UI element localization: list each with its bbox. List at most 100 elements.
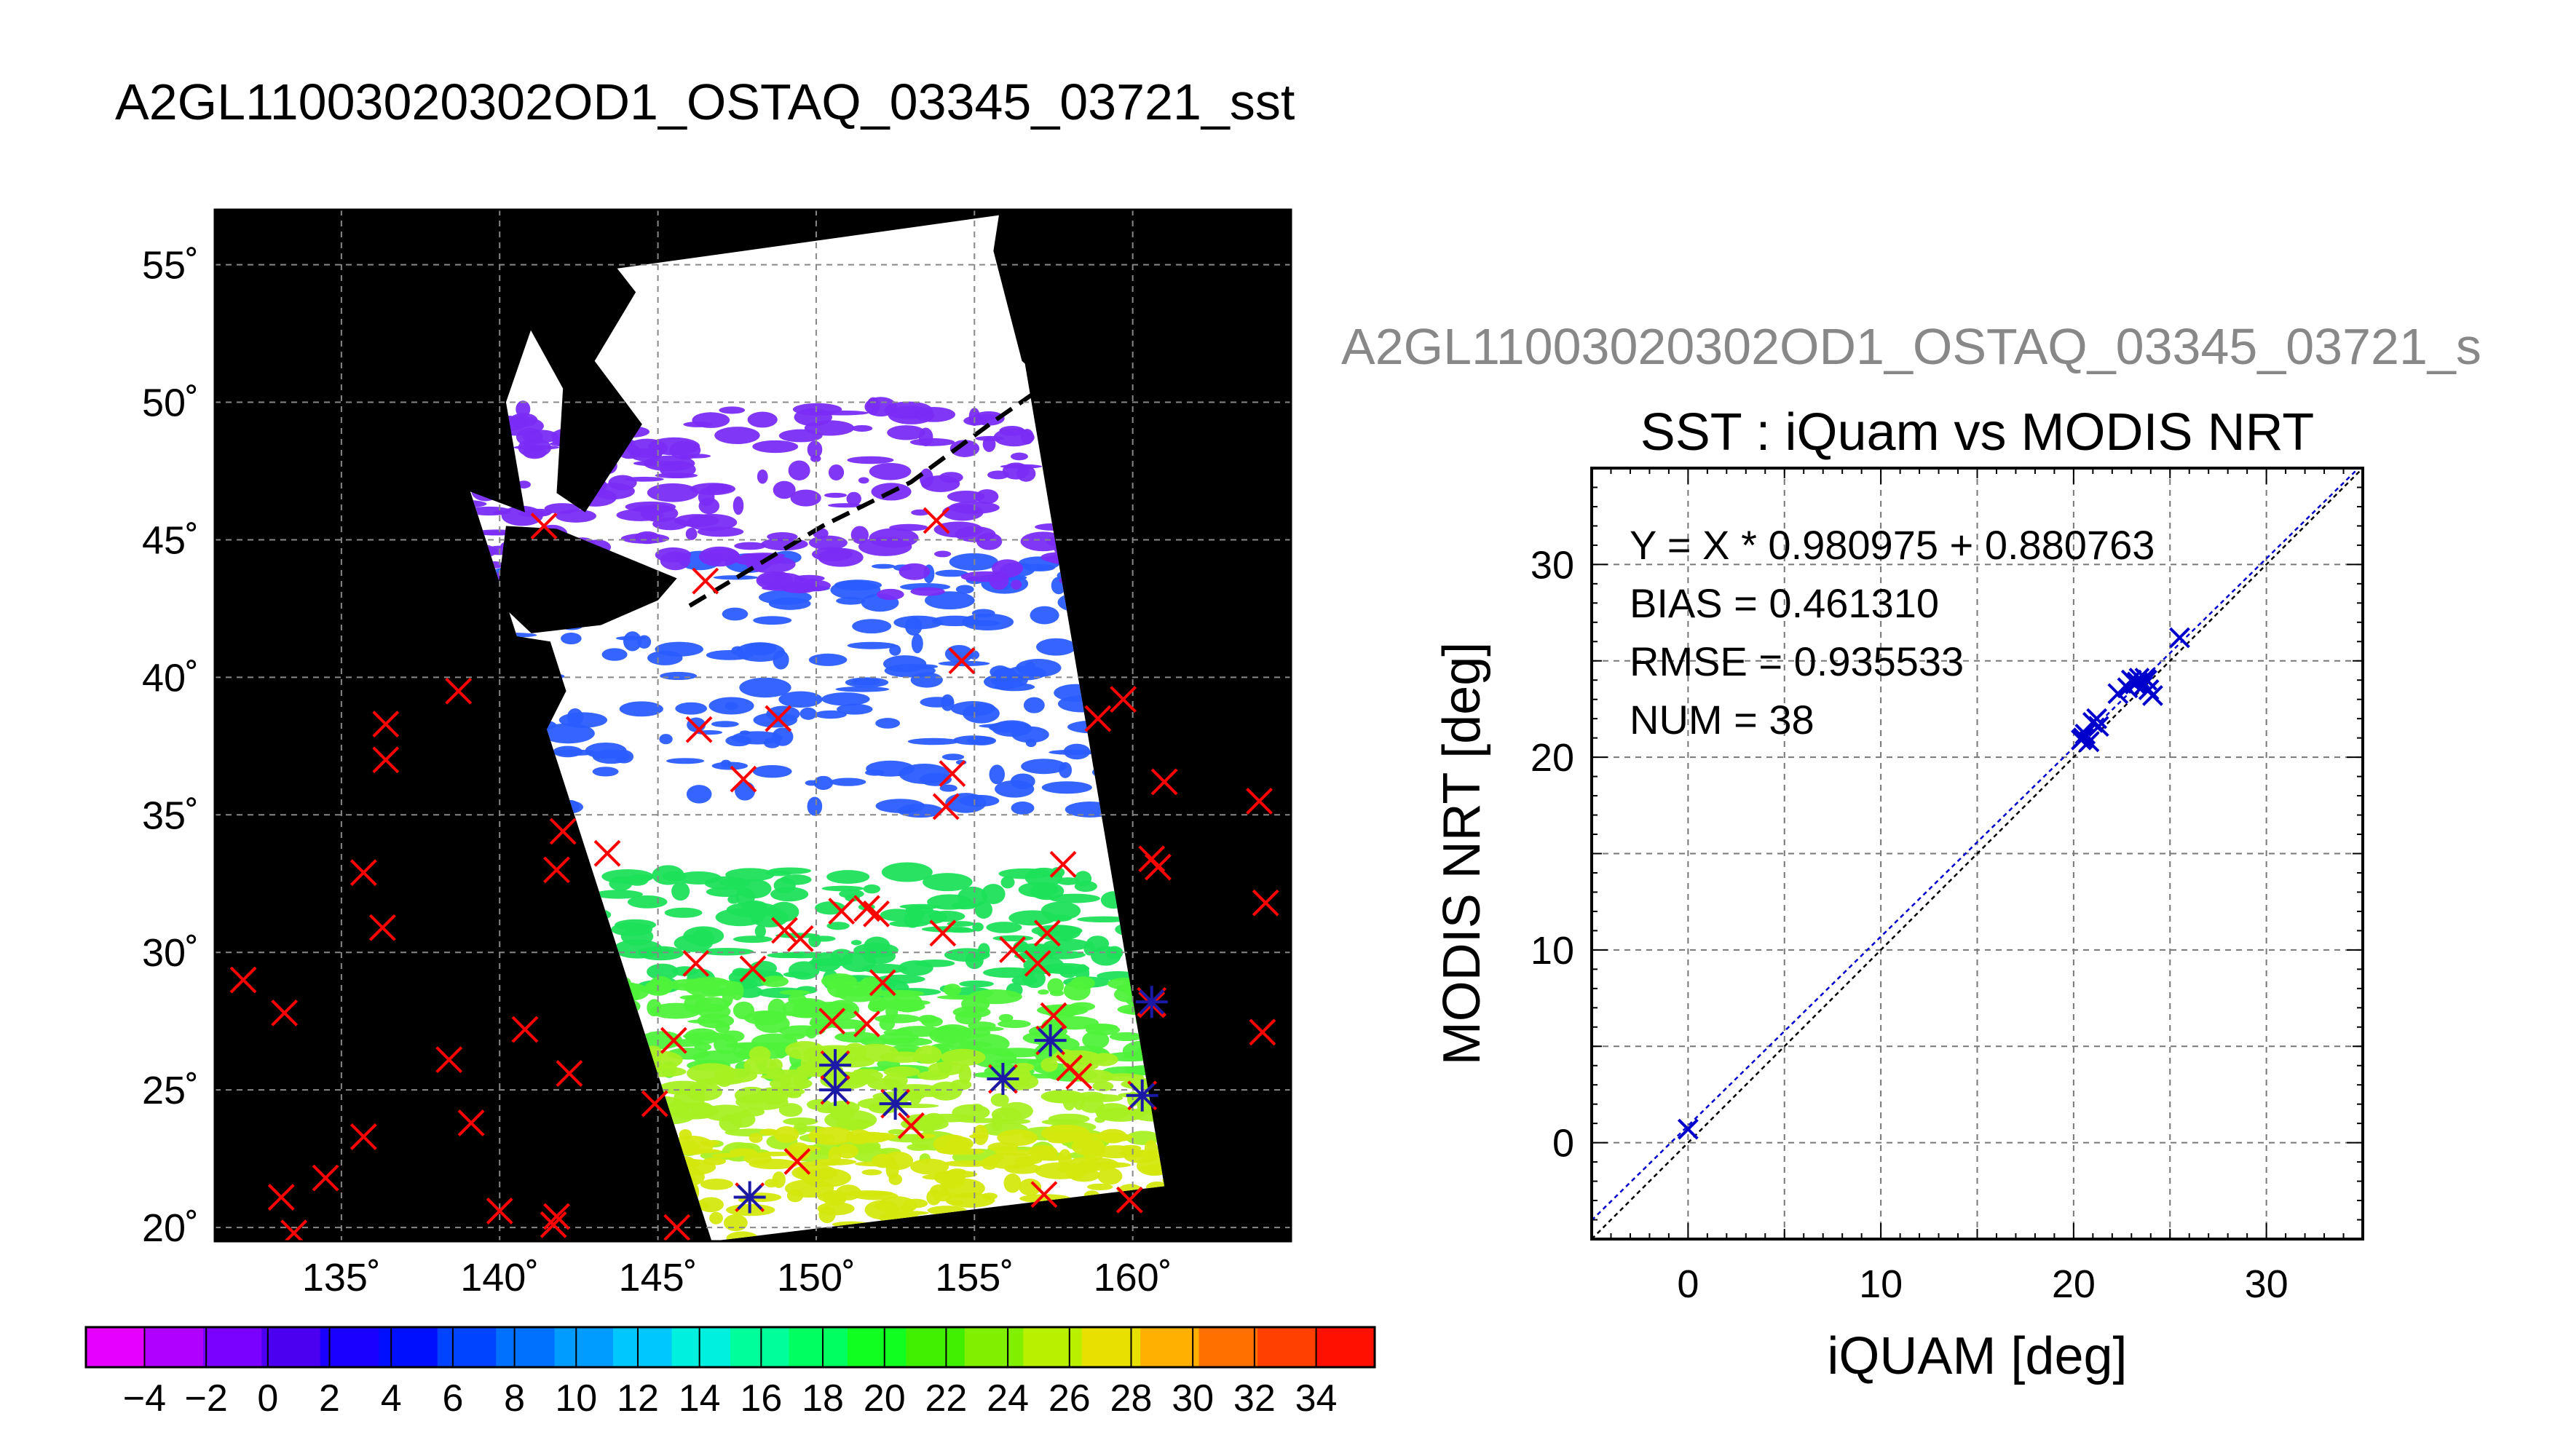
sst-patch — [763, 737, 781, 748]
sst-patch — [1023, 697, 1045, 713]
sst-patch — [708, 697, 754, 715]
colorbar-tick-label: −2 — [184, 1377, 227, 1420]
sst-patch — [853, 1131, 891, 1143]
match-cross-marker — [435, 1046, 463, 1074]
sst-patch — [658, 1080, 708, 1095]
match-cross-marker — [312, 1164, 339, 1192]
sst-patch — [884, 401, 933, 419]
sst-patch — [892, 1211, 929, 1216]
colorbar-tick-label: 12 — [617, 1377, 659, 1420]
sst-patch — [585, 742, 627, 759]
sst-patch — [698, 487, 715, 507]
sst-patch — [706, 887, 746, 898]
sst-patch — [782, 998, 831, 1018]
sst-patch — [513, 445, 560, 450]
sst-patch — [836, 1119, 874, 1128]
sst-patch — [923, 873, 973, 892]
sst-patch — [720, 759, 732, 768]
colorbar-tick-label: 8 — [504, 1377, 525, 1420]
matched-star-marker — [987, 1063, 1019, 1096]
colorbar-bin — [671, 1327, 731, 1367]
sst-patch — [1048, 1138, 1072, 1144]
sst-patch — [910, 587, 945, 596]
sst-patch — [1077, 916, 1131, 923]
sst-patch — [826, 870, 870, 885]
sst-patch — [899, 903, 941, 910]
sst-patch — [799, 707, 817, 720]
sst-patch — [683, 422, 712, 427]
match-cross-marker — [786, 925, 814, 952]
sst-patch — [806, 1099, 832, 1110]
sst-patch — [647, 963, 679, 981]
figure-title: A2GL11003020302OD1_OSTAQ_03345_03721_sst — [115, 74, 1295, 130]
sst-patch — [808, 653, 848, 666]
sst-patch — [783, 1117, 818, 1125]
match-cross-marker — [1030, 1181, 1058, 1208]
scatter-point — [2142, 684, 2163, 706]
match-cross-marker — [863, 900, 890, 927]
sst-patch — [593, 890, 643, 899]
scatter-panel — [1591, 467, 2364, 1240]
sst-patch — [623, 631, 642, 652]
sst-patch — [760, 976, 789, 987]
sst-patch — [815, 901, 846, 915]
sst-patch — [625, 476, 664, 482]
match-cross-marker — [372, 711, 400, 738]
match-cross-marker — [923, 507, 950, 534]
sst-patch — [858, 976, 882, 997]
match-cross-marker — [1110, 686, 1137, 713]
scatter-point — [2082, 712, 2104, 733]
sst-patch — [732, 935, 773, 943]
match-cross-marker — [530, 513, 558, 539]
sst-patch — [918, 1014, 939, 1024]
sst-patch — [1047, 978, 1065, 994]
sst-patch — [637, 635, 652, 649]
sst-patch — [989, 764, 1006, 785]
map-y-tick-label: 35˚ — [142, 794, 199, 837]
sst-patch — [893, 992, 923, 1013]
match-cross-marker — [556, 1060, 583, 1087]
scatter-y-axis-label: MODIS NRT [deg] — [1433, 642, 1491, 1066]
sst-patch — [1049, 749, 1099, 755]
colorbar-bin — [437, 1327, 497, 1367]
land-mass — [215, 636, 566, 925]
sst-patch — [759, 1128, 778, 1136]
match-cross-marker — [682, 949, 710, 977]
sst-patch — [1011, 802, 1035, 815]
sst-patch — [1057, 1163, 1099, 1174]
sst-patch — [957, 1117, 1009, 1123]
sst-patch — [915, 959, 955, 968]
sst-patch — [732, 496, 744, 515]
match-cross-marker — [663, 1214, 691, 1241]
match-cross-marker — [641, 1090, 668, 1117]
sst-patch — [875, 718, 901, 729]
match-cross-marker — [939, 760, 966, 788]
map-x-tick-label: 155˚ — [935, 1256, 1014, 1299]
sst-patch — [854, 1161, 893, 1167]
match-cross-marker — [1049, 850, 1077, 878]
sst-patch — [685, 528, 698, 540]
match-cross-marker — [932, 793, 960, 820]
sst-patch — [516, 400, 531, 418]
sst-patch — [867, 1000, 885, 1013]
sst-patch — [846, 491, 861, 506]
colorbar-bin — [144, 1327, 204, 1367]
sst-patch — [946, 927, 976, 933]
sst-patch — [975, 414, 998, 420]
sst-patch — [1021, 759, 1067, 775]
sst-patch — [929, 1081, 963, 1101]
sst-patch — [700, 1179, 733, 1190]
colorbar-bin — [964, 1327, 1024, 1367]
sst-patch — [928, 910, 965, 922]
sst-patch — [722, 607, 749, 621]
match-cross-marker — [999, 936, 1026, 963]
colorbar-tick-label: 6 — [442, 1377, 463, 1420]
sst-patch — [981, 884, 1006, 904]
sst-patch — [824, 492, 848, 498]
match-cross-marker — [818, 1008, 846, 1035]
sst-patch — [675, 871, 722, 885]
sst-patch — [723, 1214, 748, 1232]
sst-patch — [752, 764, 792, 778]
stats-line-3: NUM = 38 — [1630, 697, 1814, 743]
colorbar-tick-label: 18 — [802, 1377, 844, 1420]
